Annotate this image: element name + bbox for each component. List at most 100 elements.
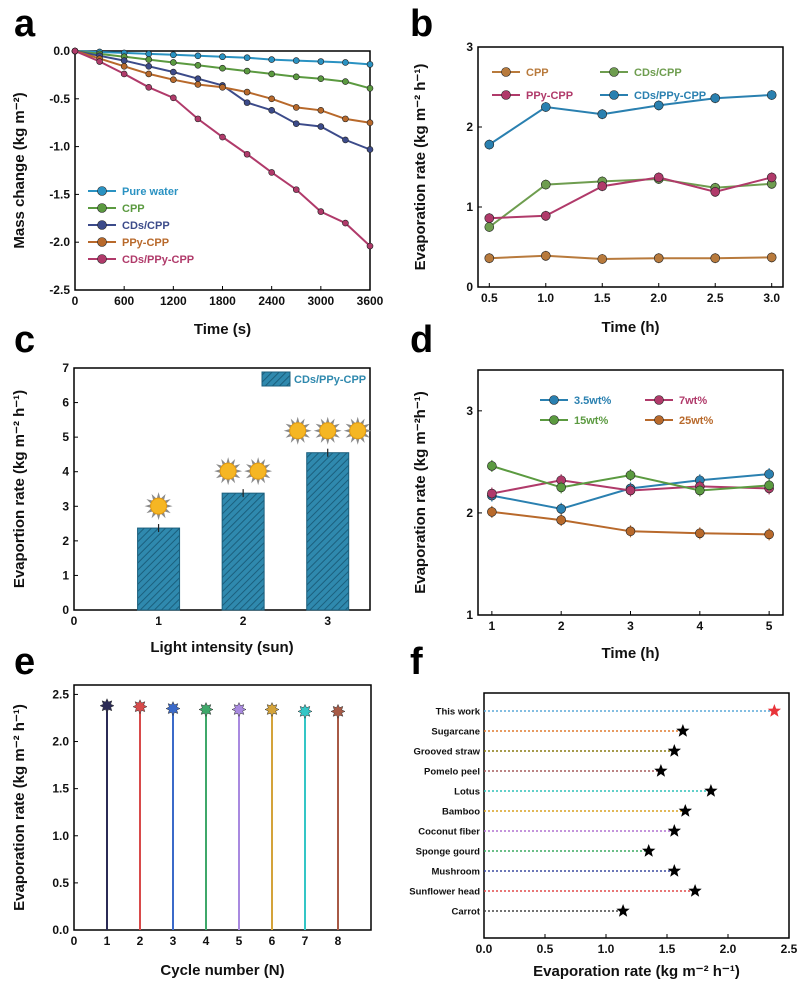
panel-e-marker [198,701,214,718]
panel-f-category-label: Sponge gourd [416,847,481,858]
panel-a-data-point [292,73,300,81]
panel-a-y-tick-label: -1.0 [49,140,70,154]
panel-f-x-axis-label: Evaporation rate (kg m⁻² h⁻¹) [533,963,740,980]
panel-a-data-point [145,84,153,91]
sun-icon [343,416,372,445]
panel-c-bar [306,452,350,611]
panel-a-data-point [366,242,374,250]
panel-a-legend-label: CDs/PPy-CPP [122,254,194,266]
panel-e-x-tick-label: 0 [71,934,78,948]
panel-a-data-point [170,76,177,83]
panel-a-x-tick-label: 3600 [357,294,384,308]
panel-a-data-point [317,58,325,65]
panel-d-data-point [487,488,497,499]
panel-e-marker [231,701,247,718]
panel-f-category-label: Sunflower head [409,887,480,898]
panel-b-legend-label: PPy-CPP [526,90,573,102]
panel-a-data-point [292,120,300,127]
panel-c-y-axis-label: Evaportion rate (kg m⁻² h⁻¹) [11,390,28,588]
panel-a-data-point [317,75,325,83]
panel-a-legend-marker [97,186,107,196]
panel-a-x-tick-label: 0 [72,294,79,308]
panel-e-y-tick-label: 1.5 [52,782,69,796]
panel-a-y-tick-label: -0.5 [49,92,70,106]
panel-d-y-tick-label: 2 [466,506,473,520]
panel-b-legend-label: CPP [526,67,549,79]
panel-a-legend-label: Pure water [122,186,179,198]
panel-d-legend-label: 25wt% [679,415,713,427]
panel-b-data-point [653,172,664,183]
panel-label-b: b [410,3,433,45]
panel-a-data-point [219,133,226,141]
panel-a-data-point [268,56,275,63]
panel-a-data-point [366,119,374,126]
panel-d-data-point [487,507,497,517]
panel-d-legend-marker [549,415,559,425]
panel-b-series-line [489,254,772,261]
panel-e-x-tick-label: 4 [203,934,210,948]
panel-c-x-axis-label: Light intensity (sun) [150,639,293,656]
panel-a-data-point [366,61,374,68]
panel-a-data-point [170,68,177,76]
panel-a-data-point [170,51,177,59]
panel-a-legend-marker [97,237,107,247]
panel-label-e: e [14,641,35,683]
panel-f-star-marker [676,724,690,737]
panel-b-x-tick-label: 3.0 [763,291,780,305]
panel-a-data-point [243,54,251,61]
panel-e-y-tick-label: 0.0 [52,923,69,937]
panel-e-x-tick-label: 8 [335,934,342,948]
panel-c-y-tick-label: 2 [62,534,69,548]
panel-d-y-axis-label: Evaporation rate (kg m⁻²h⁻¹) [412,391,429,594]
panel-e-marker [165,700,181,717]
panel-d-x-tick-label: 5 [766,619,773,633]
panel-a-data-point [170,59,177,66]
panel-b-y-tick-label: 3 [466,40,473,54]
panel-a-y-tick-label: -1.5 [49,187,70,201]
panel-a-legend-marker [97,254,107,264]
panel-b-legend-marker [501,67,511,77]
panel-d-data-point [625,526,636,537]
panel-a-legend-marker [97,203,107,213]
panel-a-data-point [194,62,202,69]
panel-b-x-tick-label: 0.5 [481,291,498,305]
panel-b-series-line [489,176,772,220]
panel-b-data-point [653,100,664,111]
sun-icon [244,457,273,486]
panel-c-y-tick-label: 6 [62,396,69,410]
panel-a-data-point [145,56,153,63]
panel-b-legend-marker [609,90,619,100]
panel-b-data-point [484,222,495,232]
panel-b-data-point [540,179,551,190]
panel-f-star-marker [767,704,781,717]
panel-b-data-point [766,252,777,263]
panel-a-x-tick-label: 2400 [258,294,285,308]
panel-a-data-point [268,169,275,176]
panel-a-data-point [317,123,325,130]
panel-a-data-point [194,115,202,123]
panel-d-x-tick-label: 1 [489,619,496,633]
panel-f-category-label: Carrot [451,907,480,918]
panel-label-f: f [410,641,423,683]
panel-e-y-tick-label: 1.0 [52,829,69,843]
panel-a-x-tick-label: 3000 [307,294,334,308]
panel-a-y-tick-label: -2.5 [49,283,70,297]
panel-f-category-label: Grooved straw [413,747,480,758]
panel-a-data-point [145,70,153,78]
panel-d-x-tick-label: 3 [627,619,634,633]
panel-e-plot-frame [73,684,372,931]
panel-b-data-point [540,102,551,112]
panel-b-data-point [540,211,551,221]
panel-f-star-marker [667,864,681,877]
panel-d-data-point [764,529,774,540]
panel-f-plot-frame [483,692,790,939]
panel-d-data-point [556,515,566,525]
panel-b-x-tick-label: 2.5 [707,291,724,305]
panel-b-legend-marker [501,90,511,100]
panel-e-x-tick-label: 2 [137,934,144,948]
panel-f-star-marker [616,904,630,917]
sun-icon [283,416,312,445]
panel-e-y-tick-label: 0.5 [52,876,69,890]
panel-b-data-point [597,109,608,119]
